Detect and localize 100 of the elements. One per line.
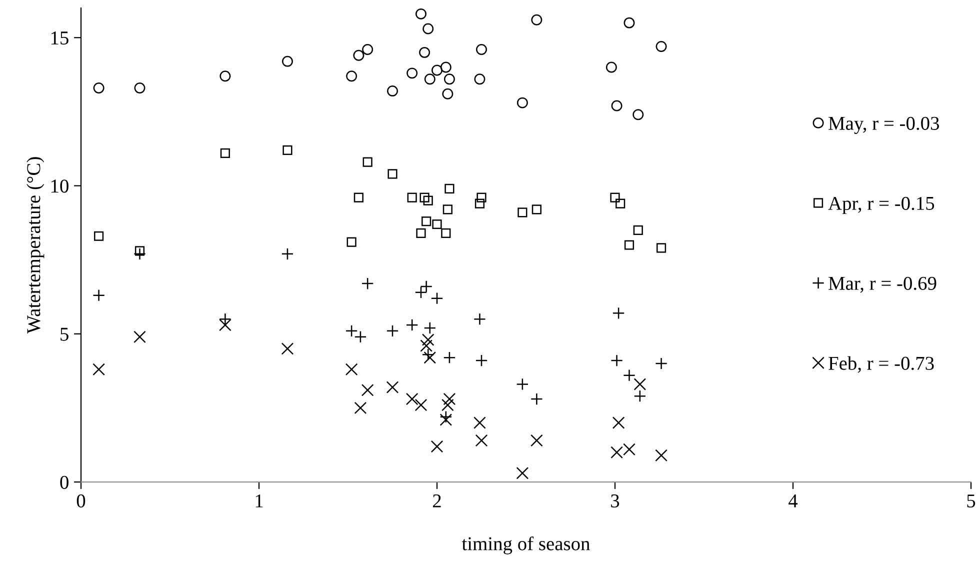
point: [424, 351, 436, 364]
point: [422, 216, 432, 226]
point: [531, 14, 542, 26]
point: [93, 82, 104, 94]
point: [475, 434, 488, 447]
point: [346, 237, 356, 247]
point: [516, 378, 529, 390]
point: [422, 23, 434, 34]
point: [610, 446, 623, 459]
point: [353, 50, 364, 61]
point: [476, 192, 486, 202]
point: [432, 219, 442, 230]
point: [530, 434, 543, 447]
point: [442, 398, 454, 412]
x-tick-label: 5: [967, 494, 976, 508]
point: [345, 324, 358, 338]
x-tick-label: 1: [256, 494, 263, 508]
x-tick-label: 0: [76, 494, 86, 508]
point: [634, 378, 646, 390]
point: [423, 196, 433, 206]
point: [94, 231, 104, 241]
point: [419, 46, 430, 58]
point: [474, 416, 486, 429]
point: [616, 198, 626, 208]
point: [441, 228, 451, 238]
point: [282, 145, 292, 155]
point: [430, 440, 444, 453]
point: [656, 243, 666, 253]
point: [92, 363, 105, 376]
point: [354, 402, 367, 414]
point: [624, 240, 634, 250]
legend-label: Apr, r = -0.15: [828, 196, 934, 214]
point: [406, 68, 418, 79]
point: [354, 192, 364, 202]
point: [634, 390, 646, 402]
point: [345, 363, 358, 376]
point: [420, 340, 432, 352]
point: [362, 44, 374, 55]
point: [612, 306, 625, 320]
point: [516, 97, 528, 108]
point: [416, 228, 426, 238]
point: [361, 384, 374, 396]
point: [440, 62, 452, 73]
point: [422, 334, 434, 346]
point: [443, 392, 456, 406]
point: [424, 74, 436, 85]
point: [624, 17, 635, 28]
point: [354, 330, 367, 344]
point: [532, 204, 542, 214]
point: [281, 248, 294, 260]
point: [362, 157, 372, 167]
point: [219, 318, 232, 332]
point: [134, 330, 146, 344]
point: [386, 381, 399, 394]
point: [424, 322, 436, 334]
point: [407, 192, 417, 202]
point: [474, 198, 485, 208]
point: [611, 100, 622, 112]
point: [610, 192, 620, 202]
x-tick-label: 4: [788, 494, 798, 508]
point: [623, 443, 636, 456]
point: [388, 169, 398, 179]
point: [442, 204, 452, 214]
x-axis-title: timing of season: [462, 536, 590, 554]
point: [475, 354, 488, 367]
point: [282, 56, 293, 67]
point: [656, 41, 667, 52]
point: [632, 109, 644, 120]
x-tick-label: 2: [432, 494, 441, 508]
point: [444, 74, 455, 85]
y-tick-label: 0: [60, 476, 68, 489]
legend-label: Mar, r = -0.69: [828, 276, 936, 293]
x-tick-label: 3: [611, 494, 620, 508]
point: [612, 416, 625, 429]
point: [420, 192, 430, 202]
legend-label: May, r = -0.03: [828, 116, 940, 134]
point: [518, 208, 528, 218]
point: [386, 324, 399, 338]
point: [281, 342, 294, 355]
point: [516, 466, 529, 480]
point: [220, 70, 231, 82]
legend-label: Feb, r = -0.73: [828, 356, 934, 373]
point: [387, 85, 398, 96]
point: [443, 351, 456, 364]
point: [606, 62, 617, 73]
point: [361, 277, 374, 290]
point: [432, 64, 442, 76]
point: [220, 148, 230, 158]
point: [430, 292, 444, 305]
y-tick-label: 10: [51, 180, 68, 193]
point: [610, 354, 623, 367]
y-axis-title: Watertemperature (°C): [26, 157, 44, 334]
point: [134, 82, 146, 94]
point: [440, 414, 452, 426]
y-tick-label: 5: [60, 328, 68, 341]
point: [134, 246, 145, 256]
point: [346, 70, 358, 82]
point: [530, 392, 543, 406]
point: [442, 88, 454, 100]
point: [444, 184, 454, 194]
